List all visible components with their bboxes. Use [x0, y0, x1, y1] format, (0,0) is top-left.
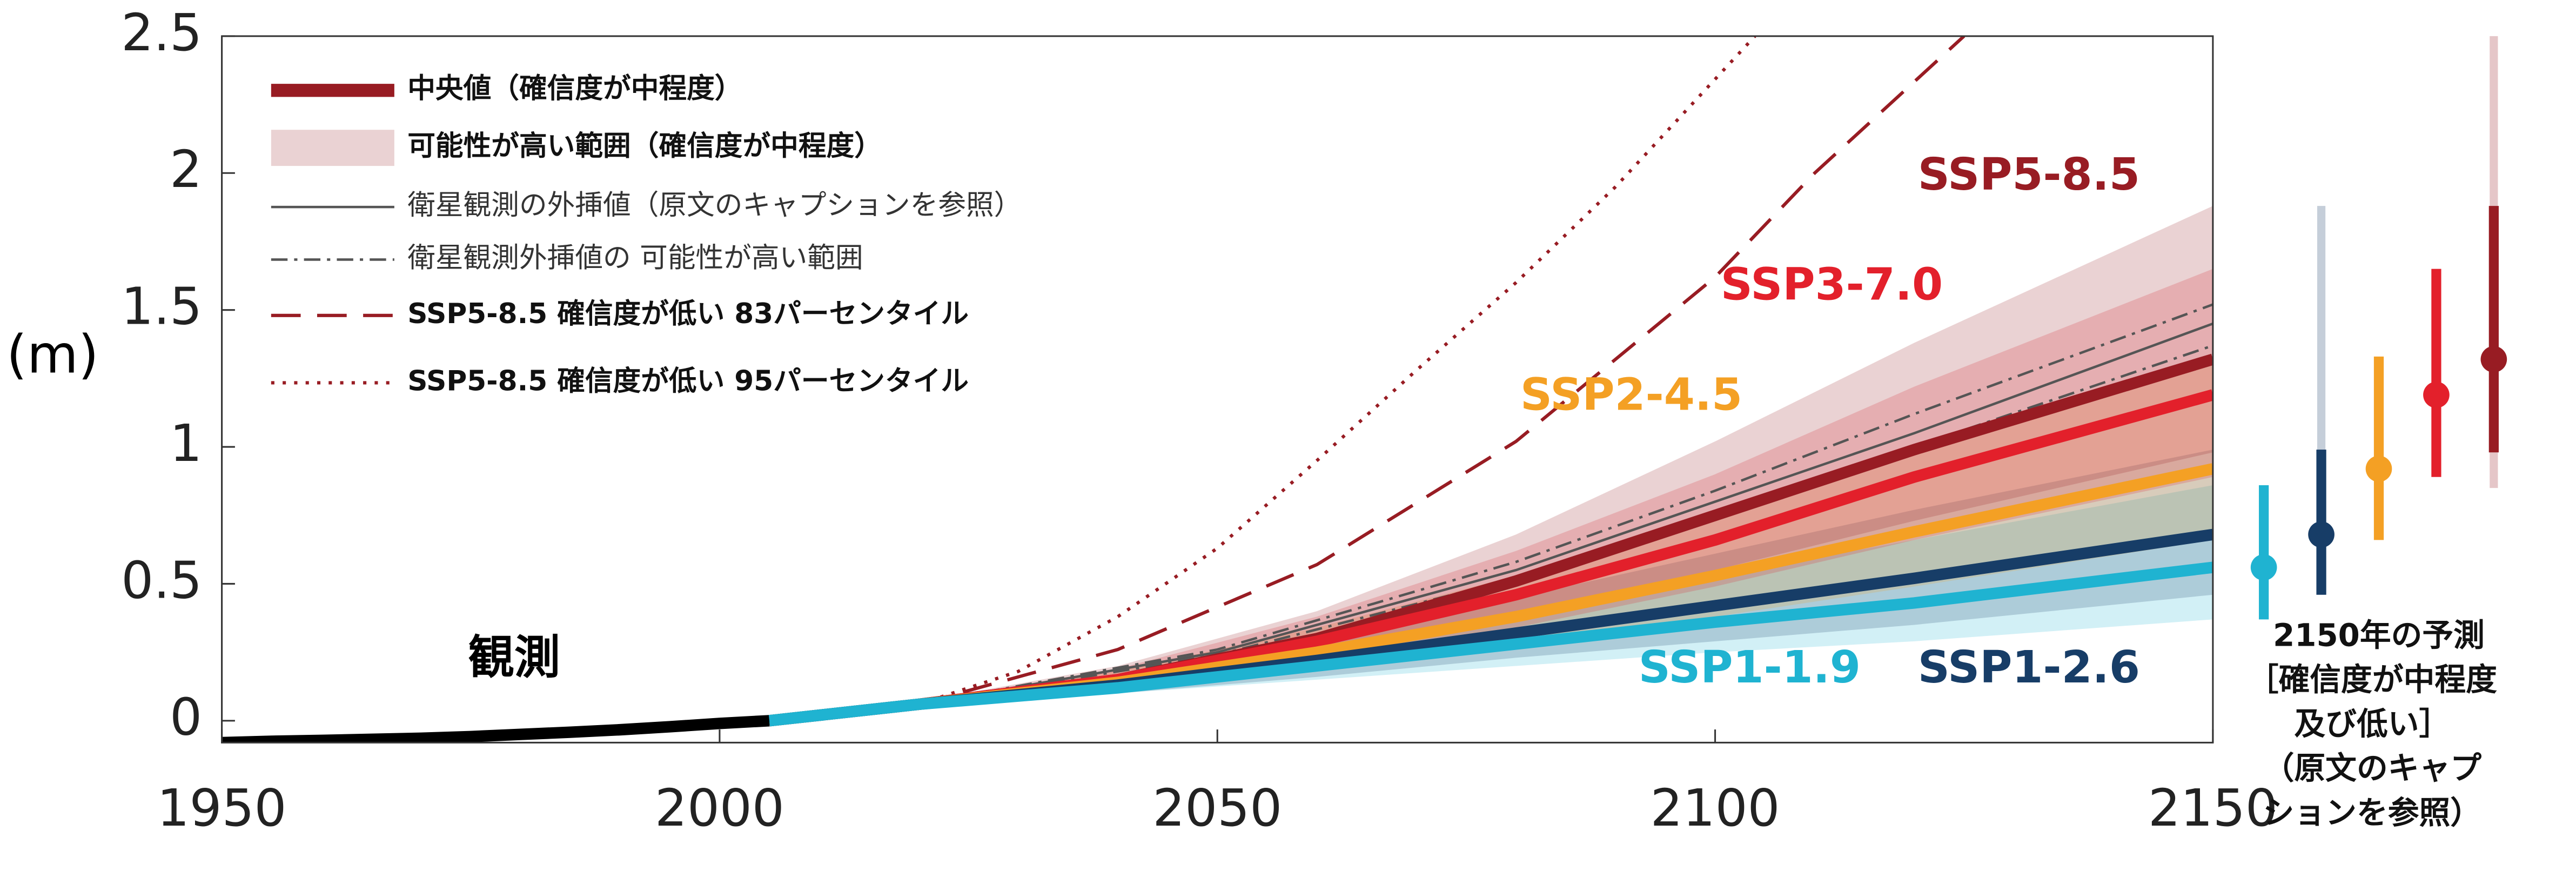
side-caption: （原文のキャプ — [2263, 750, 2482, 787]
y-tick-label: 1 — [170, 414, 202, 473]
legend-label: 中央値（確信度が中程度） — [407, 72, 742, 105]
x-tick-label: 2000 — [655, 779, 784, 838]
legend-label: SSP5-8.5 確信度が低い 83パーセンタイル — [407, 298, 969, 330]
side-caption: ［確信度が中程度 — [2248, 661, 2497, 698]
observed-start — [768, 698, 920, 727]
side-caption: 及び低い］ — [2294, 706, 2450, 742]
x-tick-label: 1950 — [157, 779, 287, 838]
likely-range-band — [769, 450, 2213, 721]
series-label: SSP1-1.9 — [1639, 642, 1861, 693]
y-tick-label: 0.5 — [121, 551, 202, 610]
y-tick-label: 1.5 — [121, 278, 202, 337]
legend-label: 衛星観測の外挿値（原文のキャプションを参照） — [407, 189, 1022, 222]
median-line — [768, 561, 2213, 727]
series-label: SSP5-8.5 — [1918, 149, 2140, 200]
median-dot — [2250, 554, 2277, 581]
legend-label: 衛星観測外挿値の 可能性が高い範囲 — [407, 242, 863, 274]
x-tick-label: 2150 — [2148, 779, 2278, 838]
y-tick-label: 2.5 — [121, 4, 202, 63]
observed-label: 観測 — [468, 631, 560, 685]
low-confidence-line — [918, 36, 1965, 706]
extrapolation-line — [918, 322, 2213, 706]
x-tick-label: 2100 — [1651, 779, 1780, 838]
y-axis-label: (m) — [6, 324, 99, 385]
observed-line — [222, 715, 770, 743]
likely-range-band — [769, 356, 2213, 721]
series-label: SSP2-4.5 — [1520, 369, 1742, 420]
x-tick-label: 2050 — [1152, 779, 1282, 838]
y-tick-label: 0 — [170, 688, 202, 747]
median-dot — [2423, 381, 2450, 408]
series-label: SSP3-7.0 — [1721, 259, 1943, 311]
legend-label: 可能性が高い範囲（確信度が中程度） — [407, 130, 882, 163]
median-dot — [2480, 346, 2507, 373]
y-tick-label: 2 — [170, 140, 202, 199]
extrapolation-range-line — [918, 303, 2213, 706]
legend-swatch — [271, 130, 394, 166]
series-label: SSP1-2.6 — [1918, 642, 2140, 693]
side-caption: 2150年の予測 — [2273, 617, 2485, 653]
plot-area — [222, 36, 2213, 743]
median-dot — [2365, 455, 2392, 482]
median-dot — [2308, 521, 2335, 548]
likely-range-band — [769, 269, 2213, 721]
low-confidence-line — [918, 36, 1756, 706]
legend-label: SSP5-8.5 確信度が低い 95パーセンタイル — [407, 365, 969, 397]
side-caption: ションを参照） — [2263, 794, 2481, 831]
